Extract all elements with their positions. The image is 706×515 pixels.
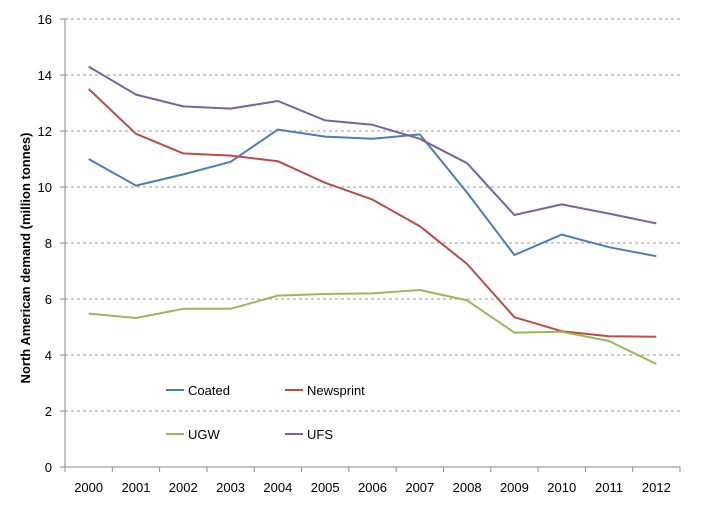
series-line-ufs bbox=[88, 65, 657, 225]
series-line-coated bbox=[88, 128, 657, 258]
legend-label: UGW bbox=[188, 427, 221, 442]
gridlines bbox=[65, 18, 680, 412]
x-tick-label: 2012 bbox=[642, 480, 671, 495]
y-axis-label: North American demand (million tonnes) bbox=[18, 133, 33, 384]
y-tick-label: 16 bbox=[38, 12, 52, 27]
y-tick-label: 8 bbox=[45, 236, 52, 251]
legend: Coated Newsprint UGW UFS bbox=[166, 383, 365, 442]
x-tick-label: 2002 bbox=[169, 480, 198, 495]
x-tick-label: 2010 bbox=[547, 480, 576, 495]
y-tick-label: 14 bbox=[38, 68, 52, 83]
legend-label: UFS bbox=[307, 427, 333, 442]
series-line-newsprint bbox=[88, 88, 657, 338]
x-tick-label: 2007 bbox=[405, 480, 434, 495]
legend-label: Coated bbox=[188, 383, 230, 398]
y-tick-label: 4 bbox=[45, 348, 52, 363]
axes bbox=[60, 18, 681, 472]
series-lines bbox=[88, 65, 657, 365]
y-tick-label: 10 bbox=[38, 180, 52, 195]
x-tick-label: 2008 bbox=[453, 480, 482, 495]
y-tick-label: 2 bbox=[45, 404, 52, 419]
x-tick-label: 2009 bbox=[500, 480, 529, 495]
x-tick-label: 2001 bbox=[122, 480, 151, 495]
y-tick-labels: 0 2 4 6 8 10 12 14 16 bbox=[38, 12, 52, 475]
x-tick-label: 2003 bbox=[216, 480, 245, 495]
x-tick-label: 2006 bbox=[358, 480, 387, 495]
x-tick-label: 2000 bbox=[74, 480, 103, 495]
y-tick-label: 6 bbox=[45, 292, 52, 307]
x-tick-label: 2005 bbox=[311, 480, 340, 495]
x-tick-label: 2004 bbox=[263, 480, 292, 495]
x-tick-label: 2011 bbox=[595, 480, 623, 495]
series-line-ugw bbox=[88, 289, 657, 365]
y-tick-label: 12 bbox=[38, 124, 52, 139]
x-tick-labels: 2000 2001 2002 2003 2004 2005 2006 2007 2008 2009… bbox=[74, 480, 671, 495]
y-tick-label: 0 bbox=[45, 460, 52, 475]
legend-label: Newsprint bbox=[307, 383, 365, 398]
